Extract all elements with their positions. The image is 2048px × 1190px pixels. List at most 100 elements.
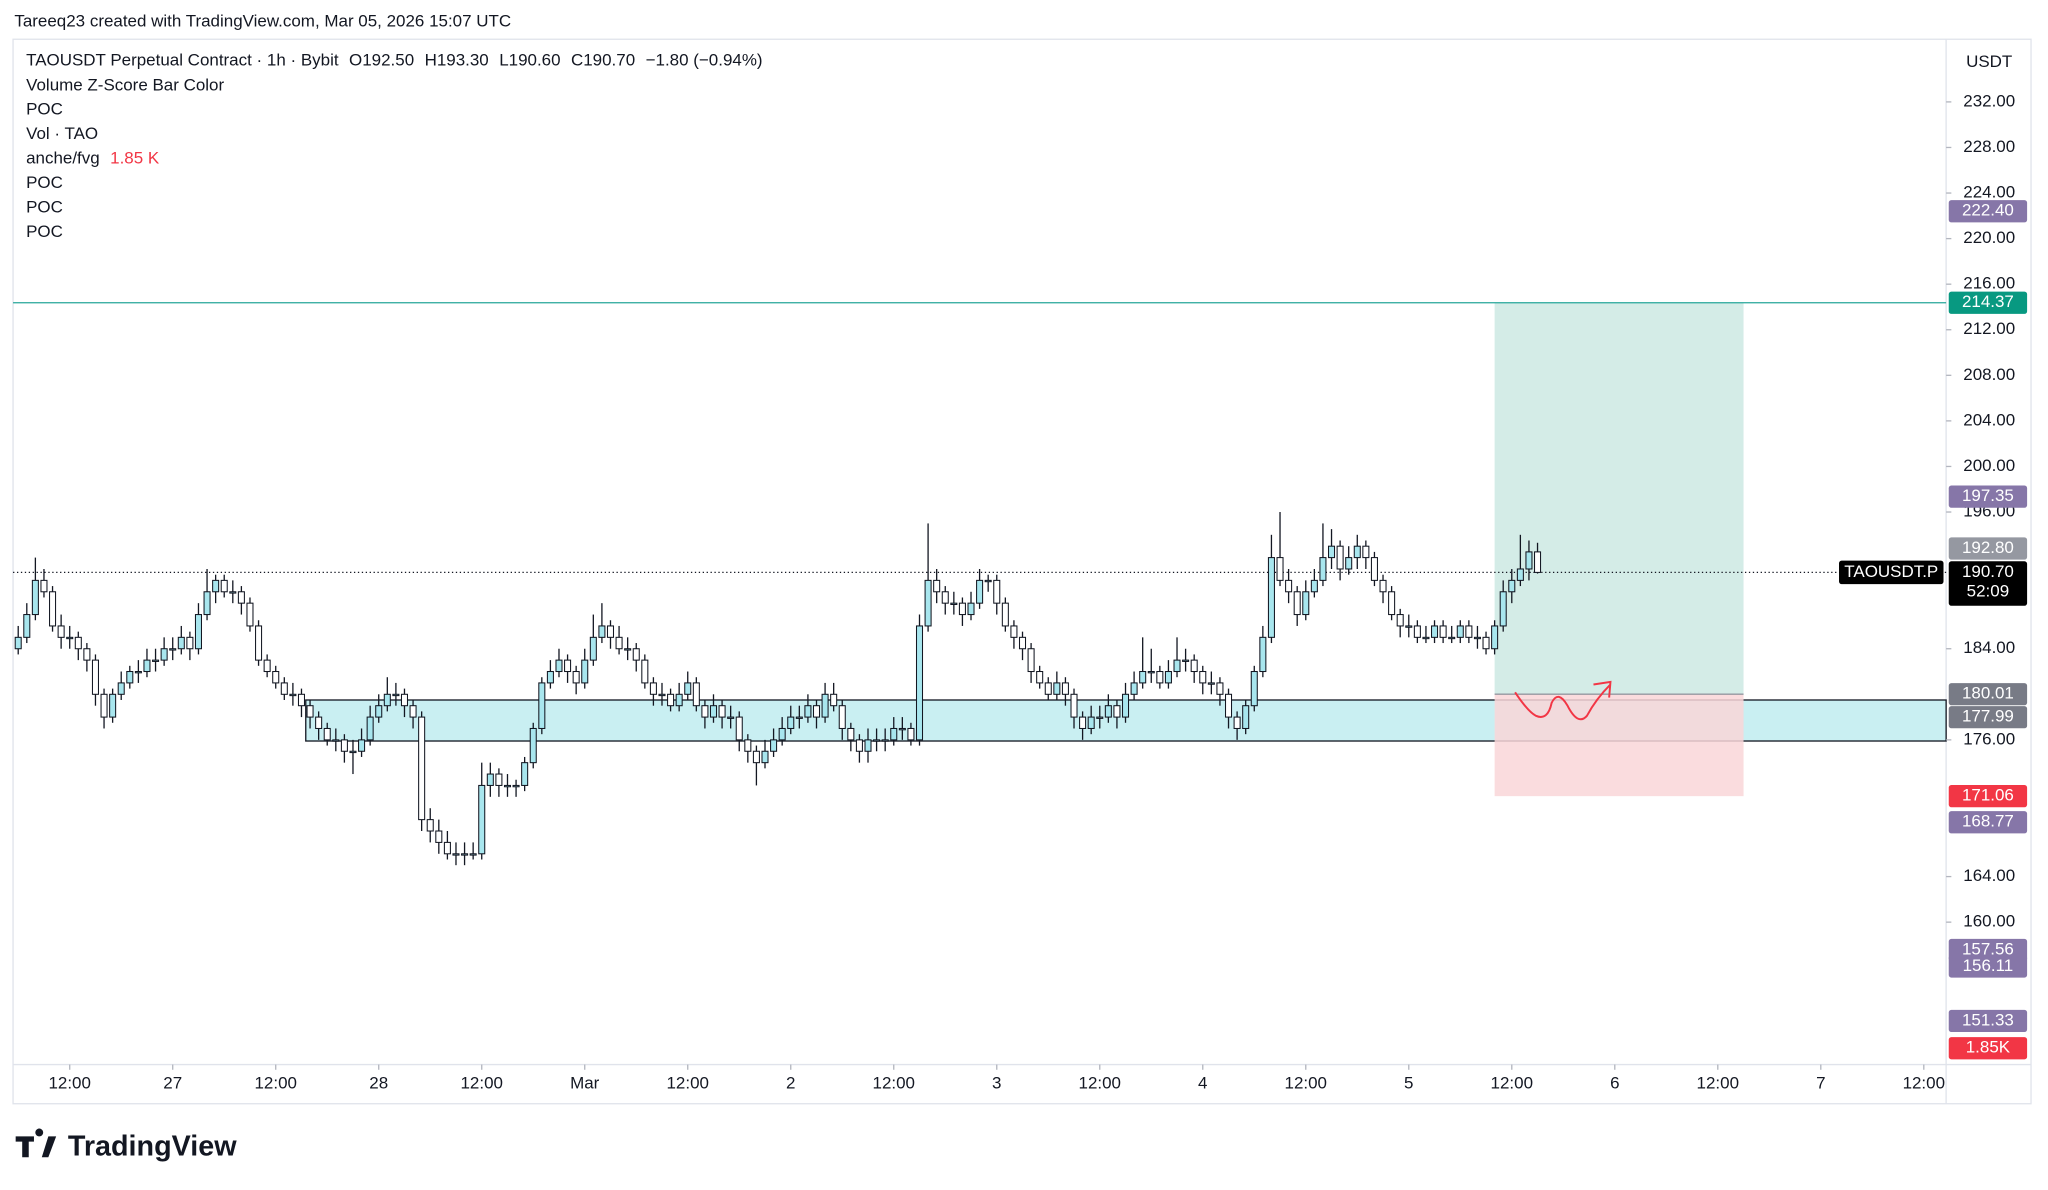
indicator-label: Vol · TAO bbox=[26, 125, 98, 144]
price-badge-label: 156.11 bbox=[1963, 956, 2014, 975]
candle-body bbox=[1096, 716, 1104, 719]
candle-body bbox=[658, 693, 666, 697]
candle-body bbox=[1353, 545, 1361, 559]
candle-body bbox=[812, 705, 821, 718]
candle-body bbox=[1405, 625, 1413, 628]
candle-body bbox=[1319, 557, 1327, 581]
x-tick-label: 12:00 bbox=[1285, 1074, 1327, 1093]
candle-body bbox=[933, 579, 941, 593]
candle-body bbox=[1293, 591, 1301, 616]
indicator-label: anche/fvg bbox=[26, 149, 100, 168]
candle-body bbox=[31, 579, 39, 616]
price-badge-label: 177.99 bbox=[1962, 707, 2014, 726]
candle-body bbox=[675, 693, 683, 707]
logo: TradingView bbox=[15, 1128, 237, 1163]
candle-body bbox=[306, 705, 314, 718]
change: −1.80 (−0.94%) bbox=[646, 51, 763, 70]
price-badge-label: 151.33 bbox=[1962, 1010, 2014, 1029]
x-tick-label: 28 bbox=[369, 1074, 388, 1093]
volume-badge-label: 1.85K bbox=[1966, 1038, 2011, 1057]
candle-body bbox=[915, 625, 924, 741]
candle-body bbox=[649, 682, 657, 695]
candle-body bbox=[478, 784, 486, 855]
y-tick-label: 204.00 bbox=[1963, 410, 2015, 429]
candle-body bbox=[1310, 579, 1318, 593]
candle-body bbox=[1525, 551, 1533, 570]
candle-body bbox=[924, 579, 932, 627]
candle-body bbox=[941, 591, 949, 604]
price-badge-label: 197.35 bbox=[1962, 486, 2014, 505]
x-tick-label: Mar bbox=[570, 1074, 600, 1093]
candle-body bbox=[907, 727, 915, 741]
candle-body bbox=[1233, 716, 1241, 730]
candle-body bbox=[383, 693, 391, 707]
x-tick-label: 4 bbox=[1198, 1074, 1207, 1093]
candle-body bbox=[315, 716, 323, 730]
y-tick-label: 224.00 bbox=[1963, 183, 2015, 202]
candle-body bbox=[770, 739, 778, 752]
candle-body bbox=[598, 625, 606, 638]
candle-body bbox=[898, 727, 906, 731]
candle-body bbox=[718, 705, 726, 718]
candle-body bbox=[83, 648, 91, 661]
plot-area bbox=[13, 302, 1947, 866]
indicator-label: Volume Z-Score Bar Color bbox=[26, 76, 224, 95]
price-badge-label: 168.77 bbox=[1962, 812, 2014, 831]
price-badge-label: 222.40 bbox=[1962, 201, 2014, 220]
candle-body bbox=[1147, 670, 1155, 674]
candle-body bbox=[246, 602, 254, 627]
candle-body bbox=[66, 636, 74, 640]
legend-symbol: TAOUSDT Perpetual Contract · 1h · Bybit O… bbox=[26, 51, 762, 70]
price-badge-label: 192.80 bbox=[1962, 538, 2014, 557]
candle-body bbox=[1139, 670, 1147, 684]
candle-body bbox=[1224, 693, 1233, 718]
ohlc-low: L190.60 bbox=[499, 51, 560, 70]
indicator-label: POC bbox=[26, 173, 63, 192]
indicator-name: POC bbox=[26, 198, 63, 217]
candle-body bbox=[100, 693, 108, 718]
candle-body bbox=[1370, 557, 1378, 581]
x-tick-label: 12:00 bbox=[1079, 1074, 1121, 1093]
price-badge-label: 171.06 bbox=[1962, 786, 2014, 805]
candle-body bbox=[272, 670, 280, 684]
candle-body bbox=[220, 579, 228, 593]
price-badge bbox=[1948, 485, 2028, 508]
candle-body bbox=[1276, 557, 1284, 581]
candle-body bbox=[993, 579, 1001, 604]
currency: USDT bbox=[1966, 52, 2012, 71]
candle-body bbox=[581, 659, 589, 684]
frame bbox=[12, 38, 2032, 1105]
candle-body bbox=[418, 716, 426, 821]
candle-body bbox=[212, 579, 220, 593]
candle-body bbox=[744, 739, 752, 752]
candle-body bbox=[143, 659, 151, 673]
candle-body bbox=[1259, 636, 1267, 673]
price-badge bbox=[1948, 200, 2028, 223]
candle-body bbox=[263, 659, 271, 673]
candle-body bbox=[340, 739, 348, 752]
symbol: TAOUSDT Perpetual Contract · 1h · Bybit bbox=[26, 51, 339, 70]
y-tick-label: 184.00 bbox=[1963, 638, 2015, 657]
candle-body bbox=[830, 693, 838, 707]
candle-body bbox=[1534, 551, 1542, 573]
x-tick-label: 12:00 bbox=[1697, 1074, 1739, 1093]
candle-body bbox=[1044, 682, 1052, 695]
candle-body bbox=[503, 784, 512, 788]
price-badge bbox=[1948, 1009, 2028, 1033]
price-badge bbox=[1948, 561, 2028, 606]
y-tick-label: 216.00 bbox=[1963, 274, 2015, 293]
candle-body bbox=[1422, 636, 1430, 640]
candle-body bbox=[409, 705, 417, 718]
indicator-name: POC bbox=[26, 100, 63, 119]
candle-body bbox=[1250, 670, 1258, 707]
candle-body bbox=[1242, 705, 1250, 730]
price-badge bbox=[1948, 811, 2028, 834]
candle-body bbox=[117, 682, 125, 695]
candle-body bbox=[435, 830, 443, 843]
candle-body bbox=[1388, 591, 1396, 616]
candle-body bbox=[14, 636, 22, 650]
candle-body bbox=[486, 773, 494, 786]
indicator-name: Vol · TAO bbox=[26, 125, 98, 144]
header: Tareeq23 created with TradingView.com, M… bbox=[14, 12, 511, 31]
